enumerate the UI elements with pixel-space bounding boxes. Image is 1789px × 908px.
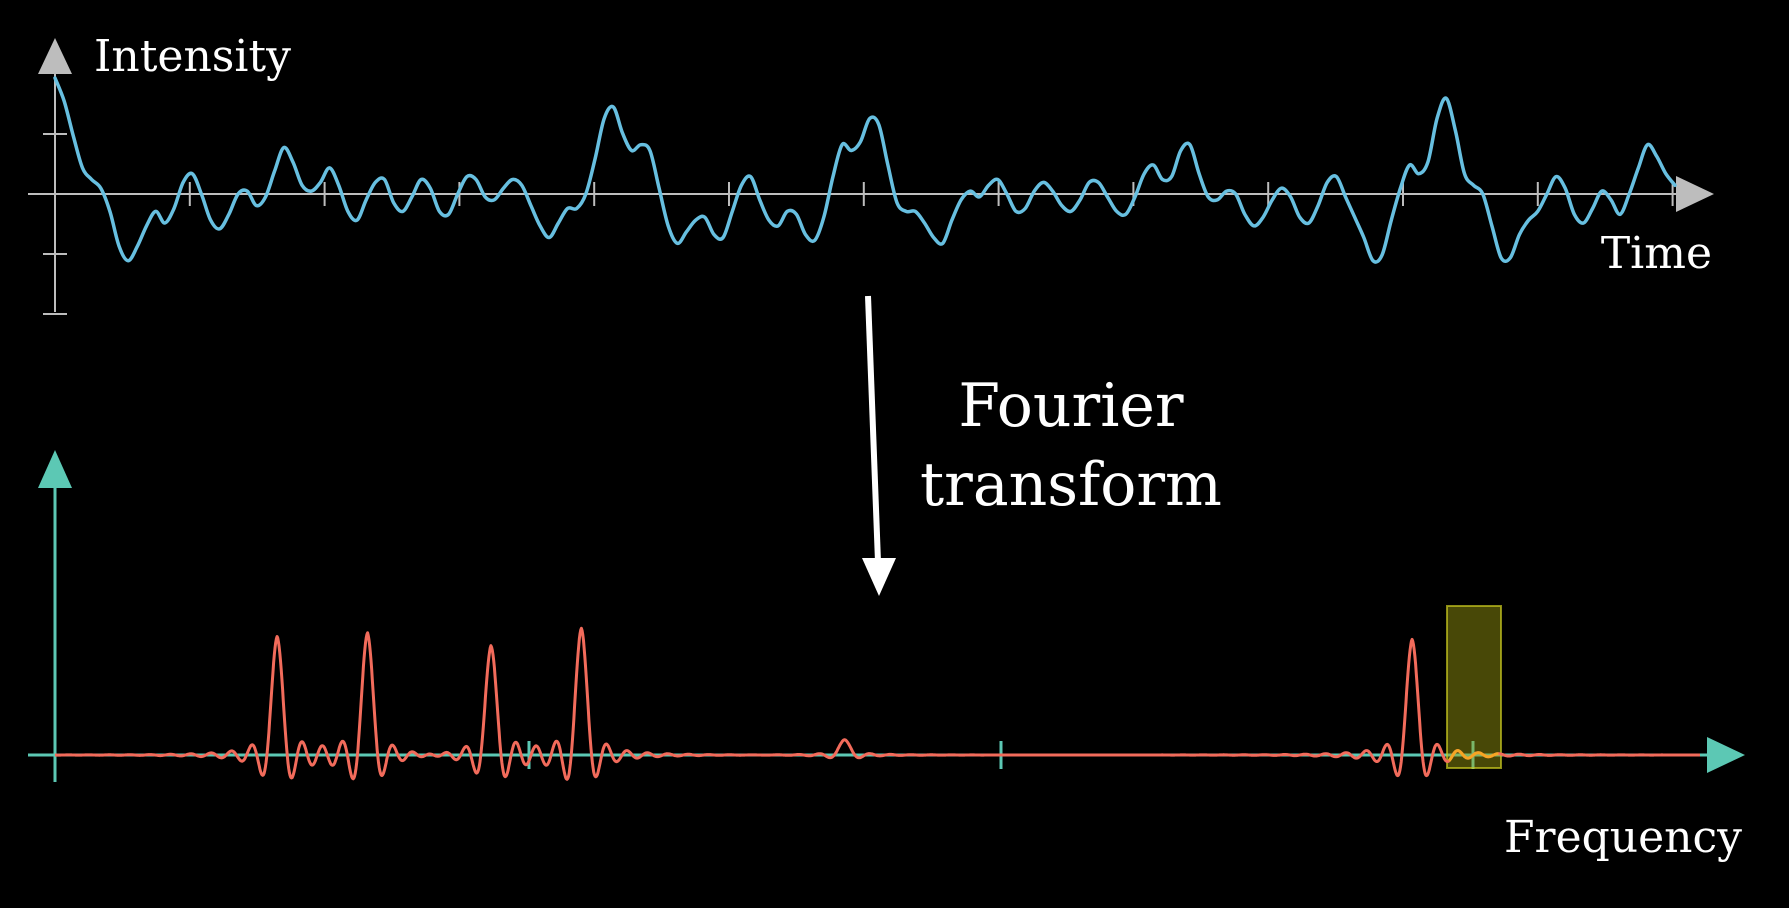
highlight-box xyxy=(1446,605,1502,769)
down-arrow-shaft xyxy=(865,295,881,563)
intensity-label: Intensity xyxy=(94,31,291,82)
time-plot: Intensity Time xyxy=(28,31,1714,315)
caption-transform: transform xyxy=(920,450,1222,520)
down-arrow-head xyxy=(862,558,896,596)
frequency-plot: Frequency xyxy=(28,450,1745,863)
freq-y-axis-arrow xyxy=(38,450,72,488)
spectrum-curve xyxy=(54,626,1701,781)
time-y-axis-arrow xyxy=(38,38,72,74)
transform-arrow-group: Fourier transform xyxy=(862,295,1222,596)
time-x-ticks xyxy=(188,182,1674,206)
caption-fourier: Fourier xyxy=(958,371,1183,441)
time-signal-curve xyxy=(53,76,1677,264)
freq-x-axis-arrow xyxy=(1707,737,1745,773)
time-x-axis-arrow xyxy=(1676,176,1714,212)
highlighted-peak xyxy=(1447,749,1500,762)
time-label: Time xyxy=(1601,228,1712,279)
frequency-label: Frequency xyxy=(1504,812,1742,863)
